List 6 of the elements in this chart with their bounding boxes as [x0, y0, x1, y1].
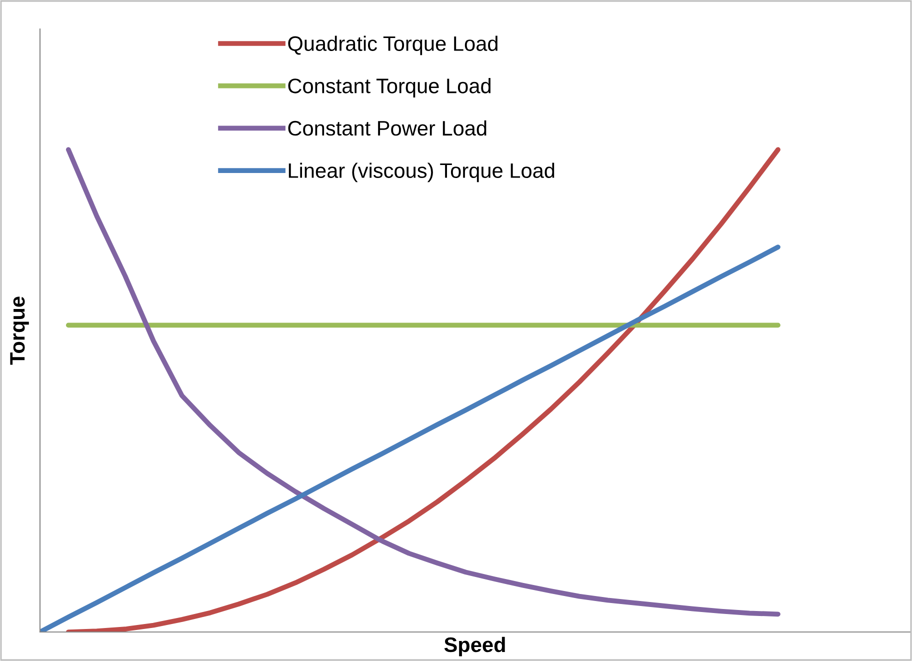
- legend-label: Constant Power Load: [288, 120, 486, 136]
- legend-label: Quadratic Torque Load: [288, 36, 498, 56]
- y-axis-title: Torque: [10, 296, 29, 365]
- legend-label: Constant Torque Load: [288, 78, 490, 98]
- legend-label: Linear (viscous) Torque Load: [288, 162, 554, 182]
- x-axis-title: Speed: [444, 636, 505, 656]
